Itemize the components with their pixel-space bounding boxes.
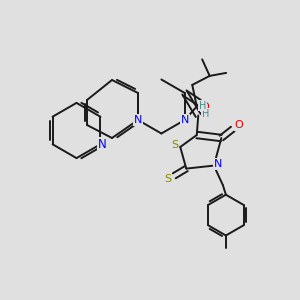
Text: S: S — [171, 140, 178, 151]
Text: N: N — [181, 115, 189, 125]
Text: O: O — [234, 120, 243, 130]
Text: N: N — [134, 115, 142, 125]
Text: H: H — [199, 100, 206, 111]
Text: N: N — [98, 138, 106, 151]
Text: N: N — [214, 159, 223, 169]
Text: H: H — [202, 109, 209, 119]
Text: S: S — [164, 174, 171, 184]
Text: O: O — [201, 101, 209, 112]
